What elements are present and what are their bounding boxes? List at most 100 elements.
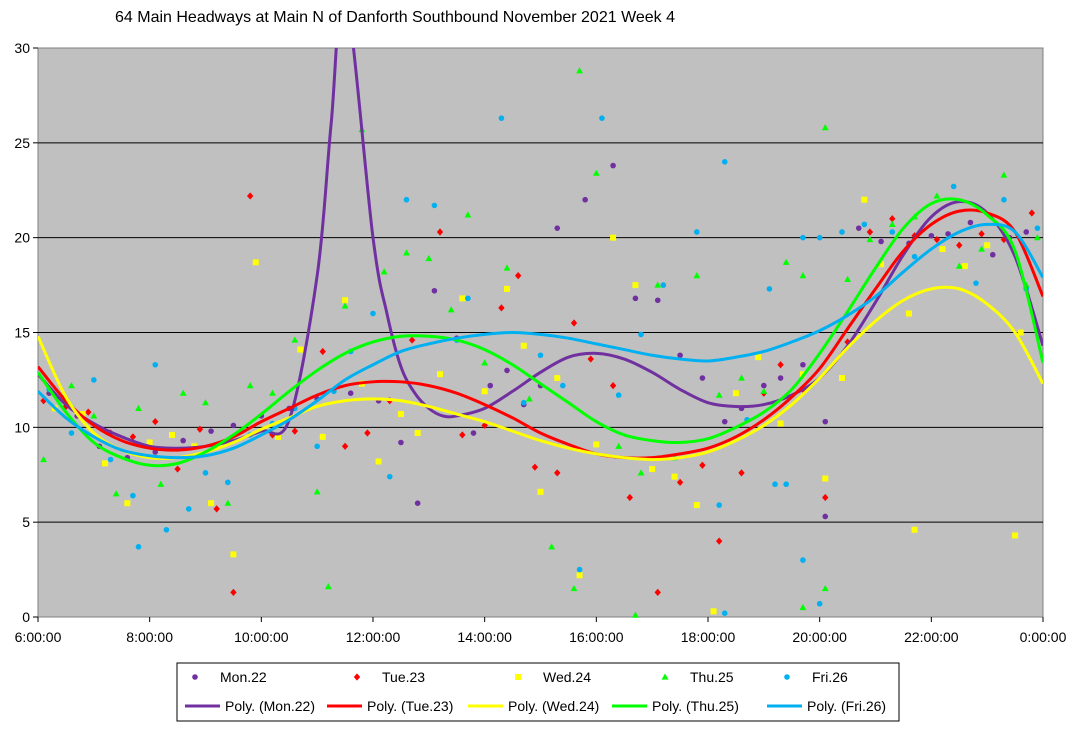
data-point	[1017, 329, 1024, 336]
data-point	[783, 481, 789, 488]
data-point	[498, 304, 505, 312]
data-point	[269, 431, 276, 439]
data-point	[800, 361, 806, 368]
series-wed-24	[51, 196, 1024, 615]
data-point	[800, 557, 806, 563]
data-point	[861, 221, 868, 228]
data-point	[911, 253, 918, 260]
data-point	[163, 526, 170, 533]
x-tick-label: 20:00:00	[792, 629, 847, 645]
data-point	[839, 229, 845, 235]
data-point	[715, 391, 723, 398]
data-point	[68, 382, 75, 389]
data-point	[504, 367, 510, 374]
data-point	[738, 374, 745, 381]
data-point	[782, 258, 790, 265]
legend-label: Poly. (Wed.24)	[508, 698, 599, 714]
trendline-poly-tue-23	[38, 208, 1043, 460]
data-point	[40, 397, 47, 405]
data-point	[208, 428, 214, 434]
data-point	[632, 295, 639, 302]
data-point	[503, 264, 511, 271]
data-point	[403, 249, 410, 256]
data-point	[520, 342, 527, 349]
legend-label: Fri.26	[812, 669, 848, 685]
data-point	[693, 272, 701, 279]
data-point	[169, 431, 175, 438]
data-point	[246, 382, 254, 389]
data-point	[386, 473, 393, 480]
data-point	[124, 500, 131, 507]
data-point	[465, 295, 471, 302]
data-point	[213, 505, 220, 513]
data-point	[615, 392, 622, 398]
x-tick-label: 0:00:00	[1020, 629, 1067, 645]
data-point	[699, 461, 706, 469]
data-point	[174, 465, 181, 473]
data-point	[576, 572, 583, 579]
data-point	[252, 259, 259, 266]
gridlines	[38, 142, 1043, 523]
data-point	[91, 377, 97, 383]
data-point	[761, 382, 767, 389]
data-point	[855, 225, 862, 231]
data-point	[459, 431, 466, 439]
data-point	[760, 387, 768, 394]
x-tick-label: 14:00:00	[457, 629, 512, 645]
data-point	[464, 211, 472, 218]
data-point	[275, 433, 282, 440]
data-point	[431, 287, 438, 294]
data-point	[370, 310, 376, 317]
data-point	[928, 232, 935, 239]
data-point	[230, 422, 237, 429]
data-point	[570, 319, 578, 327]
legend-marker	[661, 673, 669, 680]
data-point	[615, 442, 623, 449]
data-point	[364, 429, 371, 437]
legend-label: Poly. (Thu.25)	[652, 698, 739, 714]
data-point	[107, 456, 114, 463]
data-point	[1001, 196, 1007, 203]
data-point	[799, 603, 807, 611]
y-tick-label: 20	[14, 230, 30, 246]
data-point	[911, 526, 918, 533]
data-point	[180, 437, 186, 444]
data-point	[933, 235, 941, 244]
data-point	[821, 584, 829, 592]
data-point	[582, 196, 588, 203]
legend-label: Poly. (Mon.22)	[225, 698, 315, 714]
data-point	[772, 481, 778, 488]
data-point	[978, 230, 985, 238]
data-point	[208, 500, 215, 507]
data-point	[676, 478, 684, 486]
data-point	[157, 480, 165, 487]
data-point	[146, 439, 153, 446]
data-point	[225, 479, 231, 486]
data-point	[135, 404, 142, 411]
data-point	[822, 418, 829, 425]
data-point	[68, 430, 75, 436]
data-point	[889, 215, 896, 223]
data-point	[844, 338, 851, 346]
data-point	[470, 430, 477, 436]
x-tick-label: 8:00:00	[126, 629, 173, 645]
data-point	[431, 202, 438, 209]
data-point	[694, 229, 700, 235]
data-point	[721, 418, 728, 425]
x-tick-label: 10:00:00	[234, 629, 289, 645]
data-point	[481, 359, 489, 366]
data-point	[40, 455, 47, 463]
legend-label: Poly. (Tue.23)	[367, 698, 453, 714]
data-point	[866, 228, 874, 236]
legend-label: Poly. (Fri.26)	[807, 698, 886, 714]
data-point	[179, 389, 187, 396]
data-point	[844, 275, 851, 282]
data-point	[766, 286, 773, 292]
data-point	[576, 67, 583, 74]
data-point	[866, 235, 874, 243]
data-point	[626, 493, 634, 502]
data-point	[224, 499, 232, 506]
data-point	[152, 418, 159, 426]
data-point	[487, 382, 494, 389]
